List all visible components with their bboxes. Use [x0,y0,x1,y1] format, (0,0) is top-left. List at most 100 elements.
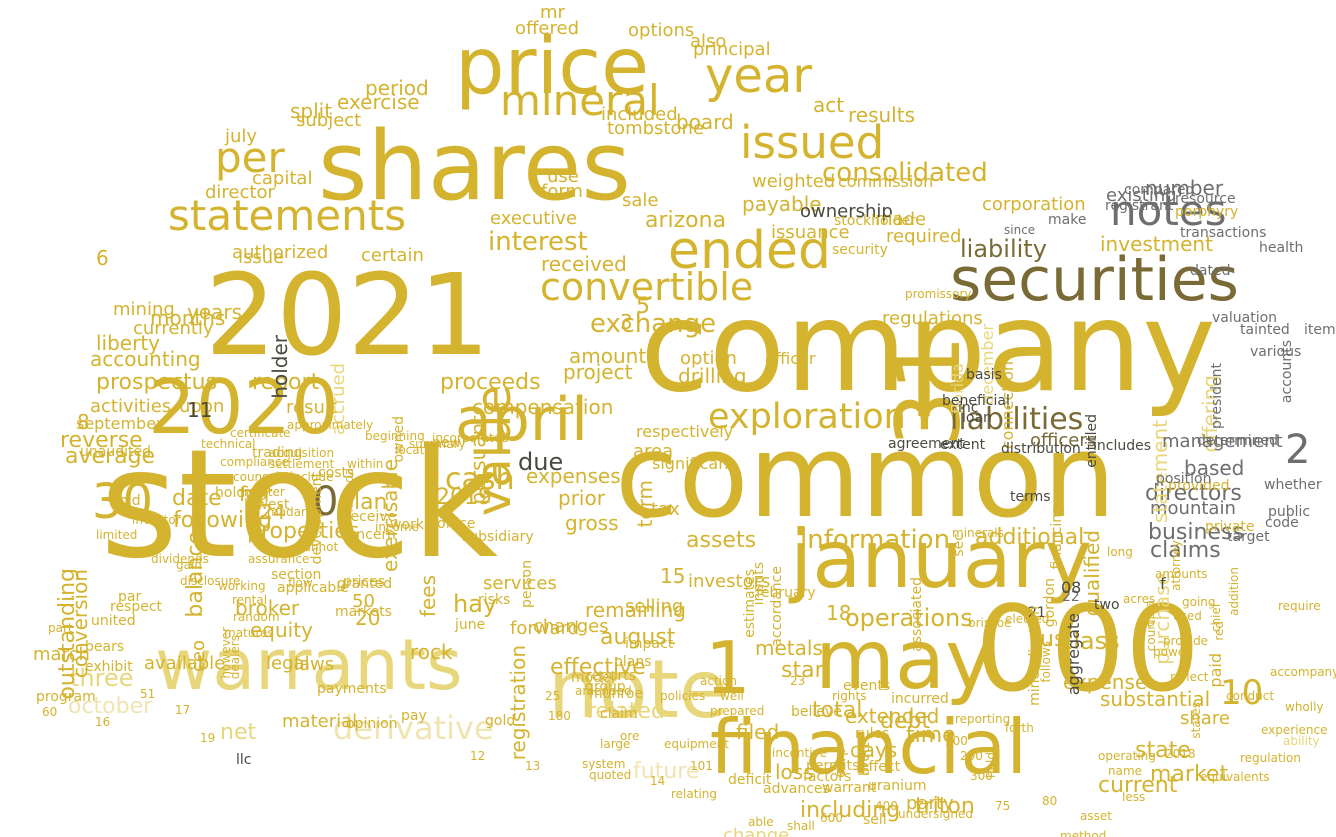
word: events [843,678,891,694]
word: section [271,567,322,583]
word: since [1004,223,1036,237]
word: change [723,825,790,837]
word: based [1184,456,1245,480]
word: officers [1030,430,1097,451]
word: llc [236,752,252,768]
word: liberty [96,331,161,355]
word: amounts [1155,567,1208,581]
word: related [587,699,665,724]
word: registration [506,645,530,761]
word: briscoe [968,616,1012,630]
word: warrants [155,624,463,706]
word: june [455,617,486,633]
word: mineral [500,76,660,125]
word: prospectus [96,370,218,395]
word: conduct [1226,689,1275,703]
word: shall [787,819,815,833]
word: summary [409,437,466,451]
word: 15 [660,564,686,588]
word: registrant [1105,198,1174,214]
word: munroe [589,686,644,702]
word: incurred [891,691,949,707]
word: interest [488,227,588,257]
word: 11 [187,398,213,422]
word: subject [296,110,362,131]
word: effect [860,759,901,775]
word: split [290,99,333,123]
word: markets [335,604,392,620]
word: mountain [1150,498,1236,519]
word: corporation [982,194,1086,215]
word: beneficial [942,393,1010,409]
word: also [690,31,727,52]
word: issue [238,247,285,268]
word: ceo [188,640,209,672]
word: activities [90,396,172,417]
word: may [815,613,994,708]
word: september [76,414,163,433]
word: available [144,653,226,674]
word: state [1135,738,1191,763]
word: unaudited [80,444,151,460]
word: 18 [826,601,852,625]
word: issued [740,116,885,169]
word: january [790,513,1092,606]
word: plan [340,490,388,515]
word: program [36,689,96,705]
word: date [172,486,222,511]
word: liability [960,235,1047,263]
word: estimates [742,569,758,638]
word: transactions [1180,225,1267,241]
word: 2019 [436,485,492,510]
word: 0 [313,479,339,525]
word: capital [252,168,313,189]
word: regulations [882,308,983,329]
word: authorized [232,242,329,263]
word: incentive [772,746,828,760]
word: impact [625,636,674,652]
word: counsel [233,470,280,484]
word: united [91,613,136,629]
word: costs [318,465,355,481]
word: stock [100,418,499,592]
word: fair [239,482,273,506]
word: deficit [728,772,772,788]
word: fiscal [1059,640,1073,672]
word: name [1108,764,1143,778]
word: number [1145,176,1224,200]
word: power [1153,645,1191,659]
word: proceeds [440,370,541,395]
word: madari [267,505,310,519]
word: system [582,757,626,771]
word: broker [235,596,300,620]
word: red [1212,621,1226,641]
word: attorney [1169,540,1183,591]
word: claims [1150,538,1221,563]
word: beginning [365,429,425,443]
word: option [680,348,737,369]
word: party [906,793,954,814]
word: metals [755,636,823,660]
word: area [633,441,674,462]
word: existing [1106,185,1177,206]
word: sell [863,812,887,828]
word: part [48,621,73,635]
word: days [850,738,898,762]
word: acres [1123,592,1156,606]
word: reflect [1170,670,1209,684]
word: gross [565,511,619,535]
word: pay [401,708,427,724]
word: months [150,306,226,330]
word: prices [343,574,386,590]
word: determined [1197,433,1279,449]
word: 3 [620,310,633,334]
word: random [233,610,280,624]
word: permits [806,758,860,774]
word: quoted [589,768,632,782]
word: additional [975,525,1085,550]
word: mr [540,2,565,23]
word: believe [791,704,842,720]
word: 13 [525,759,541,773]
word: uranium [868,778,927,794]
word: compensation [472,395,614,419]
